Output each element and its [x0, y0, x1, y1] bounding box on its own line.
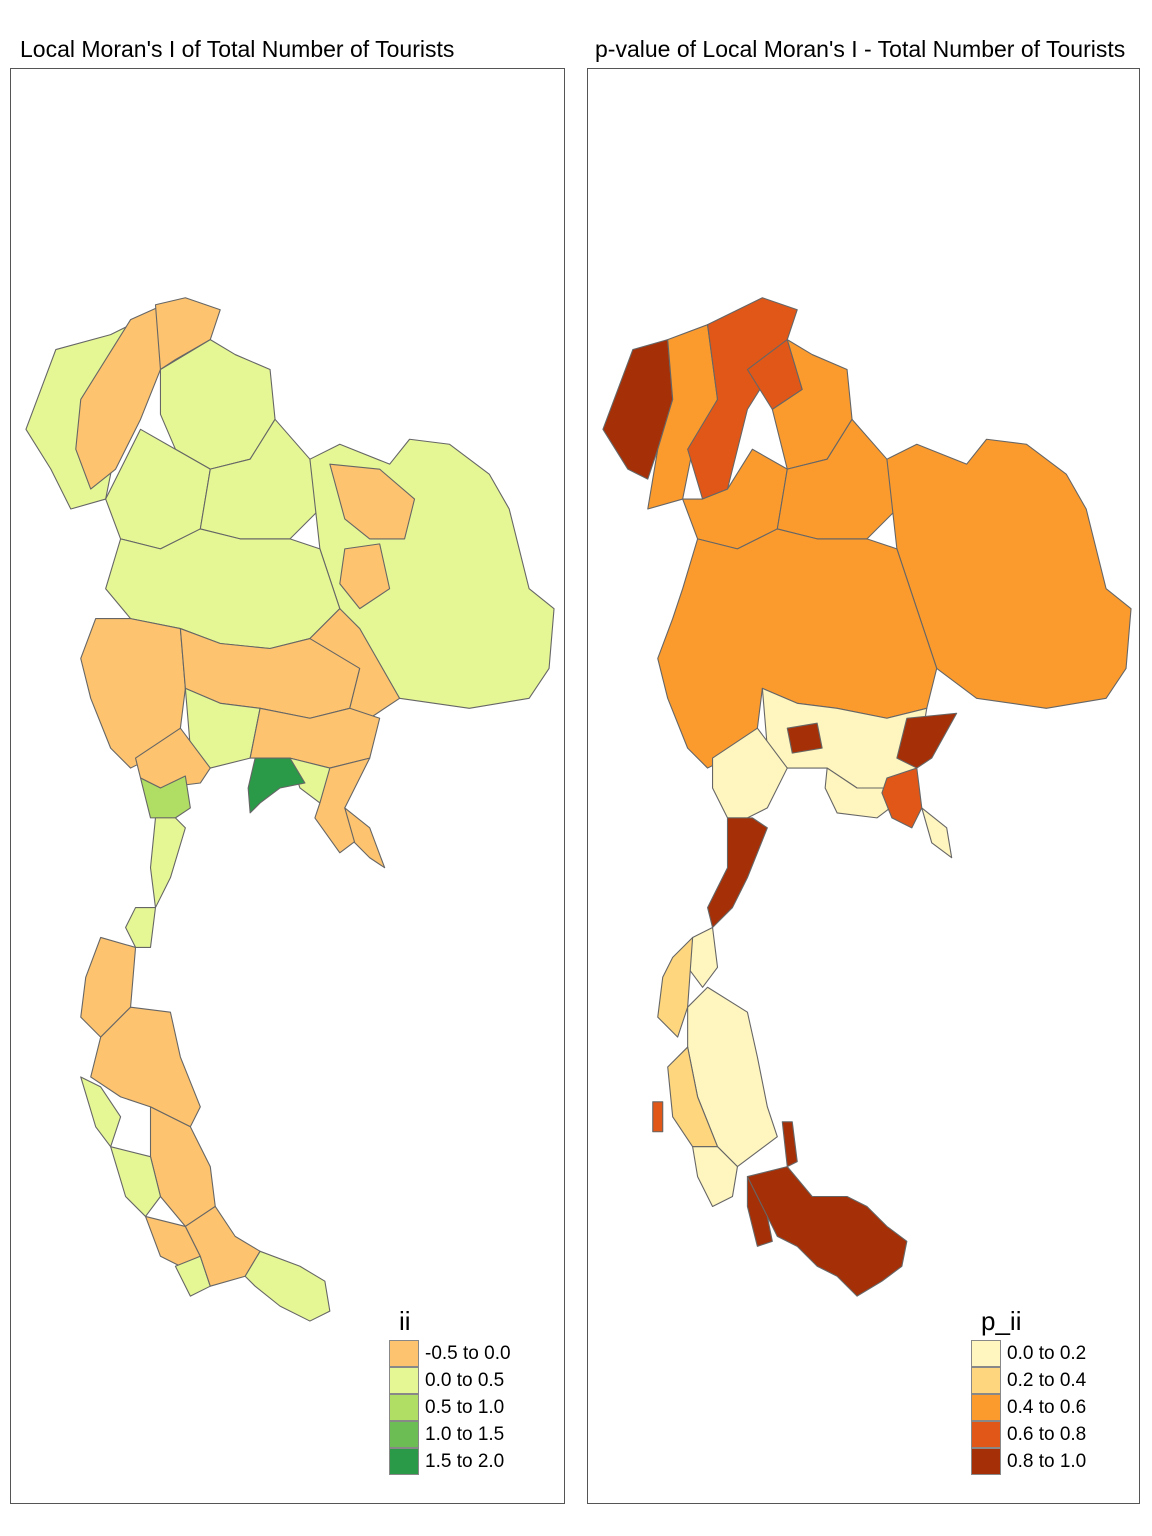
- legend-ii: ii -0.5 to 0.0 0.0 to 0.5 0.5 to 1.0 1.0…: [389, 1306, 511, 1475]
- region-south-phangnga: [80, 1076, 122, 1148]
- legend-swatch: [389, 1421, 419, 1448]
- legend-label: 0.8 to 1.0: [1007, 1450, 1087, 1472]
- region-east-sakaeo: [896, 712, 958, 769]
- region-north-1: [75, 301, 171, 490]
- thailand-map-p-ii: [602, 297, 1132, 1297]
- panel-title-local-morans-i: Local Moran's I of Total Number of Touri…: [20, 36, 455, 62]
- legend-label: 1.5 to 2.0: [425, 1450, 505, 1472]
- region-central-2: [309, 608, 401, 719]
- legend-swatch: [971, 1421, 1001, 1448]
- legend-title: ii: [399, 1306, 411, 1336]
- region-northeast-3: [339, 543, 391, 610]
- legend-swatch: [971, 1340, 1001, 1367]
- legend-title: p_ii: [981, 1306, 1022, 1336]
- legend-item: 0.0 to 0.2: [971, 1340, 1086, 1367]
- region-south-petchaburi: [711, 727, 788, 819]
- region-south-petchaburi: [139, 775, 191, 819]
- region-south-prachuap: [707, 817, 768, 929]
- region-south-chumphon: [687, 926, 719, 988]
- legend-label: -0.5 to 0.0: [425, 1342, 511, 1364]
- region-south-krabi: [692, 1146, 739, 1208]
- legend-item: 0.4 to 0.6: [971, 1394, 1086, 1421]
- region-south-satun: [746, 1176, 773, 1247]
- region-central-hot: [786, 722, 823, 754]
- region-south-nakhon: [149, 1106, 216, 1227]
- region-south-songkhla: [746, 1166, 908, 1297]
- legend-swatch: [389, 1448, 419, 1475]
- region-east-2: [314, 757, 371, 854]
- map-panel-p-value: p_ii 0.0 to 0.2 0.2 to 0.4 0.4 to 0.6 0.…: [587, 68, 1140, 1504]
- legend-swatch: [389, 1367, 419, 1394]
- legend-item: 0.5 to 1.0: [389, 1394, 511, 1421]
- region-east-chonburi: [247, 757, 306, 814]
- legend-label: 0.2 to 0.4: [1007, 1369, 1087, 1391]
- region-north-2: [687, 297, 798, 500]
- region-east-chanthaburi: [881, 767, 923, 829]
- legend-label: 0.4 to 0.6: [1007, 1396, 1087, 1418]
- legend-item: 0.0 to 0.5: [389, 1367, 511, 1394]
- region-south-ranong: [657, 936, 694, 1038]
- legend-swatch: [971, 1367, 1001, 1394]
- legend-swatch: [389, 1340, 419, 1367]
- region-south-pattani: [244, 1250, 331, 1322]
- map-panel-local-morans-i: ii -0.5 to 0.0 0.0 to 0.5 0.5 to 1.0 1.0…: [10, 68, 565, 1504]
- legend-item: 1.5 to 2.0: [389, 1448, 511, 1475]
- legend-label: 0.5 to 1.0: [425, 1396, 505, 1418]
- legend-label: 0.0 to 0.2: [1007, 1342, 1087, 1364]
- region-east-1: [824, 767, 898, 819]
- region-south-phatthalung: [781, 1121, 798, 1168]
- region-south-prachuap: [149, 817, 186, 909]
- region-south-chumphon: [125, 907, 157, 948]
- thailand-map-ii: [25, 297, 555, 1322]
- region-south-phuket: [652, 1101, 664, 1133]
- legend-label: 0.0 to 0.5: [425, 1369, 505, 1391]
- legend-item: 0.2 to 0.4: [971, 1367, 1086, 1394]
- region-south-surat: [90, 1006, 201, 1128]
- region-northeast-2: [329, 463, 416, 540]
- region-east-trat: [344, 807, 386, 869]
- region-south-krabi: [110, 1146, 162, 1217]
- legend-label: 1.0 to 1.5: [425, 1423, 505, 1445]
- legend-item: 0.6 to 0.8: [971, 1421, 1086, 1448]
- legend-swatch: [971, 1394, 1001, 1421]
- legend-p-ii: p_ii 0.0 to 0.2 0.2 to 0.4 0.4 to 0.6 0.…: [971, 1306, 1086, 1475]
- region-east-trat: [921, 807, 953, 859]
- legend-swatch: [971, 1448, 1001, 1475]
- legend-item: 0.8 to 1.0: [971, 1448, 1086, 1475]
- legend-label: 0.6 to 0.8: [1007, 1423, 1087, 1445]
- legend-swatch: [389, 1394, 419, 1421]
- legend-item: -0.5 to 0.0: [389, 1340, 511, 1367]
- panel-title-p-value: p-value of Local Moran's I - Total Numbe…: [595, 36, 1126, 62]
- legend-item: 1.0 to 1.5: [389, 1421, 511, 1448]
